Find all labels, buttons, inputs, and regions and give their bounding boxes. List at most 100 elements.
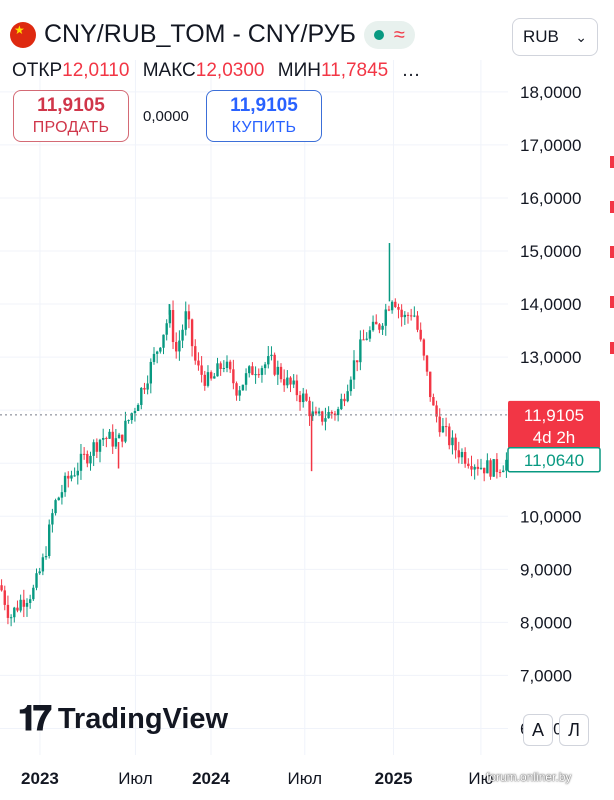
- candle-body: [61, 492, 63, 498]
- candle-body: [140, 388, 142, 405]
- y-tick-label: 10,0000: [520, 507, 581, 526]
- last-price-label: 11,9105: [524, 406, 584, 425]
- candle-body: [26, 603, 28, 607]
- candle-body: [407, 315, 409, 316]
- candle-body: [429, 372, 431, 397]
- candle-body: [245, 373, 247, 385]
- candle-body: [315, 411, 317, 413]
- tradingview-logo-icon: 𝟏𝟕: [18, 700, 48, 739]
- candle-body: [83, 454, 85, 455]
- candles: [0, 243, 507, 626]
- candle-body: [464, 452, 466, 464]
- candle-body: [102, 438, 104, 440]
- candle-body: [105, 438, 107, 439]
- more-indicator[interactable]: …: [402, 60, 421, 81]
- buy-button[interactable]: 11,9105 КУПИТЬ: [206, 90, 322, 142]
- candle-body: [185, 311, 187, 330]
- alert-tick: [610, 246, 614, 258]
- candle-body: [324, 418, 326, 422]
- time-axis[interactable]: 2023 Июл 2024 Июл 2025 Ию: [21, 769, 494, 788]
- candle-body: [38, 571, 40, 573]
- last-price-countdown: 4d 2h: [533, 428, 576, 447]
- auto-scale-button[interactable]: A: [523, 714, 553, 746]
- candle-body: [372, 322, 374, 330]
- candle-body: [232, 369, 234, 383]
- y-tick-label: 13,0000: [520, 348, 581, 367]
- alert-tick: [610, 201, 614, 213]
- candle-body: [92, 442, 94, 456]
- candle-body: [448, 427, 450, 446]
- symbol-title[interactable]: CNY/RUB_TOM - CNY/РУБ: [44, 20, 356, 49]
- sell-label: ПРОДАТЬ: [14, 119, 128, 137]
- candle-body: [124, 421, 126, 442]
- candle-body: [248, 366, 250, 373]
- candle-body: [86, 454, 88, 463]
- candle-body: [64, 476, 66, 492]
- x-tick-label: Июл: [118, 769, 153, 788]
- candle-body: [172, 310, 174, 342]
- candle-body: [375, 322, 377, 324]
- candle-body: [4, 590, 6, 605]
- candle-body: [394, 302, 396, 307]
- candle-body: [454, 438, 456, 451]
- candle-body: [470, 466, 472, 469]
- buy-label: КУПИТЬ: [207, 119, 321, 137]
- watermark: forum.onliner.by: [486, 770, 571, 784]
- candle-body: [362, 339, 364, 340]
- candle-body: [381, 326, 383, 330]
- candle-body: [413, 316, 415, 317]
- y-tick-label: 18,0000: [520, 83, 581, 102]
- candle-body: [286, 378, 288, 386]
- alert-tick: [610, 342, 614, 354]
- candle-body: [118, 435, 120, 438]
- candle-body: [391, 302, 393, 310]
- y-tick-label: 9,0000: [520, 560, 572, 579]
- candle-body: [13, 608, 15, 618]
- candle-body: [235, 383, 237, 395]
- candle-body: [305, 394, 307, 401]
- currency-select[interactable]: RUB ⌄: [512, 18, 598, 56]
- candle-body: [251, 366, 253, 375]
- candle-body: [458, 450, 460, 457]
- candle-body: [261, 368, 263, 375]
- candle-body: [321, 411, 323, 421]
- candle-body: [210, 372, 212, 378]
- low-marker-label: 11,0640: [524, 451, 584, 470]
- candle-body: [99, 440, 101, 452]
- y-tick-label: 7,0000: [520, 666, 572, 685]
- sell-price: 11,9105: [14, 95, 128, 117]
- candle-body: [423, 339, 425, 355]
- candle-body: [51, 513, 53, 524]
- candle-body: [473, 467, 475, 470]
- candle-body: [229, 362, 231, 370]
- candle-body: [264, 364, 266, 368]
- candle-body: [273, 355, 275, 375]
- candle-body: [439, 417, 441, 433]
- candle-body: [280, 367, 282, 379]
- candle-body: [432, 397, 434, 405]
- candle-body: [416, 316, 418, 330]
- tradingview-logo[interactable]: 𝟏𝟕 TradingView: [18, 700, 228, 739]
- candle-body: [35, 573, 37, 588]
- cn-flag-icon: [10, 22, 36, 48]
- wave-icon: ≈: [394, 25, 405, 45]
- candle-body: [388, 309, 390, 310]
- candle-body: [42, 557, 44, 571]
- log-scale-button[interactable]: Л: [559, 714, 589, 746]
- candle-body: [445, 426, 447, 427]
- candle-body: [153, 354, 155, 362]
- candle-body: [7, 605, 9, 618]
- candle-body: [410, 315, 412, 316]
- market-status-pill[interactable]: ≈: [364, 21, 415, 49]
- low-value: 11,7845: [321, 60, 388, 81]
- candle-body: [150, 362, 152, 384]
- candle-body: [477, 467, 479, 469]
- candle-body: [127, 420, 129, 421]
- y-tick-label: 14,0000: [520, 295, 581, 314]
- candle-body: [277, 367, 279, 375]
- buy-price: 11,9105: [207, 95, 321, 117]
- candle-body: [270, 355, 272, 356]
- candle-body: [96, 442, 98, 452]
- candle-body: [121, 435, 123, 442]
- sell-button[interactable]: 11,9105 ПРОДАТЬ: [13, 90, 129, 142]
